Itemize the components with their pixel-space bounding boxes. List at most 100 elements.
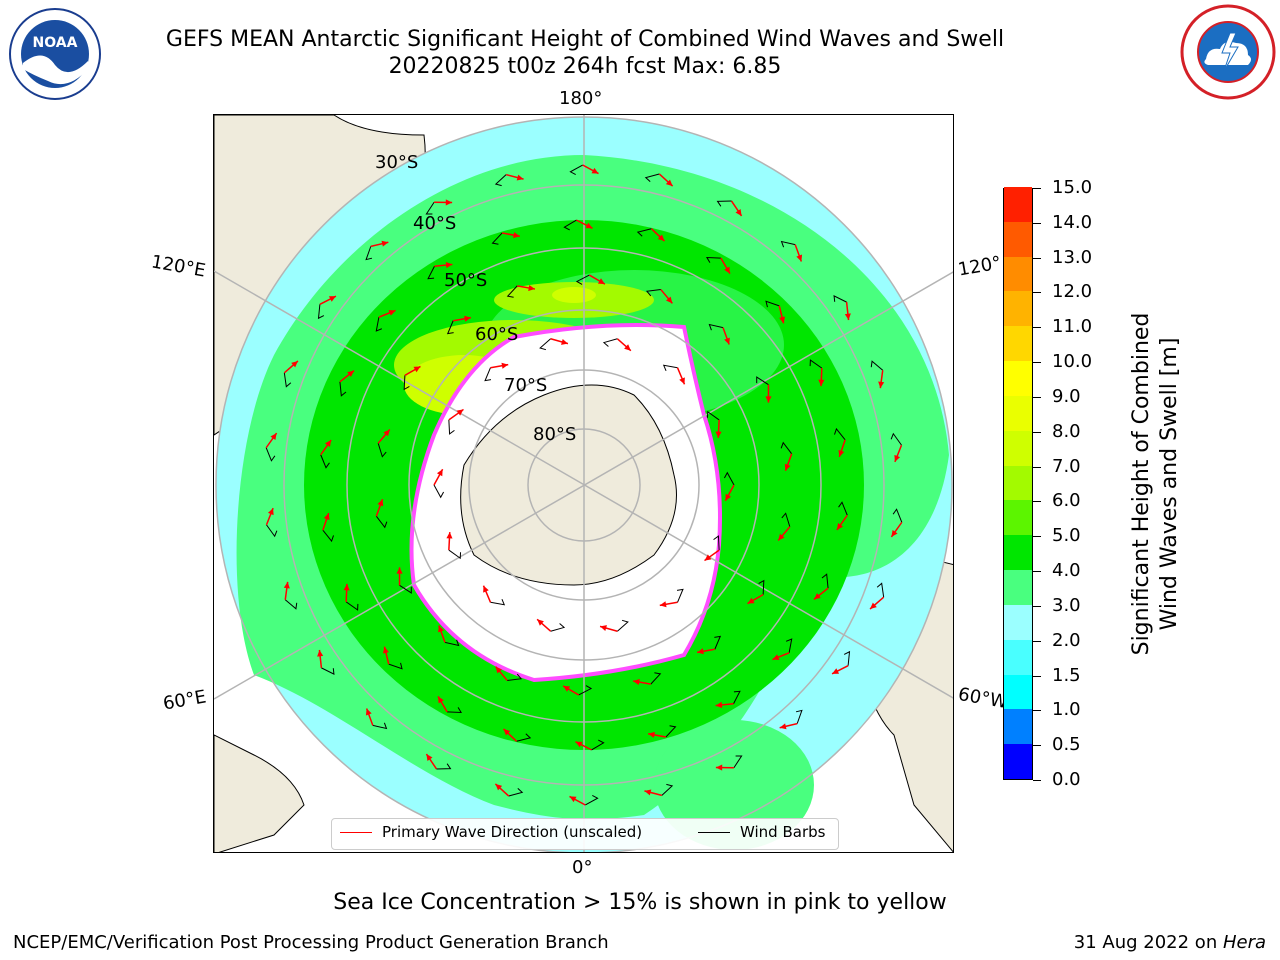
wave-arrow-head [347,370,355,377]
colorbar-segment [1004,743,1032,779]
colorbar-tick-label: 9.0 [1052,385,1081,407]
wave-arrow-head [648,731,655,738]
wave-arrow-head [495,666,503,674]
wind-barb [321,667,335,675]
wave-arrow-head [396,567,403,574]
wave-arrow-head [725,493,732,501]
wave-arrow-head [503,728,511,736]
lat-label-70s: 70°S [504,375,548,396]
colorbar-segment [1004,186,1032,222]
wave-arrow-head [644,789,652,796]
wind-barb [716,200,732,207]
wave-arrow-head [838,449,845,457]
wave-direction-arrows [265,164,903,806]
wave-arrow-head [516,174,524,181]
wind-barb [809,359,823,369]
wave-arrow-head [388,310,396,316]
lat-label-50s: 50°S [444,270,488,291]
wind-barb [491,232,503,245]
wind-barb [661,783,674,796]
wave-arrow-head [563,685,571,692]
wave-arrow-head [735,209,742,216]
colorbar-tick-label: 8.0 [1052,420,1081,442]
wind-barb [636,228,652,237]
wave-arrow-head [704,554,712,561]
wind-barb [645,289,661,297]
wave-arrow-head [784,463,791,471]
wave-arrow-head [328,296,336,302]
colorbar-tick-label: 1.5 [1052,664,1081,686]
colorbar-tick [1033,327,1041,329]
wind-barb [676,588,684,603]
wave-arrow-head [528,284,535,291]
wind-barb [617,619,629,632]
colorbar-tick-label: 5.0 [1052,525,1081,547]
wave-arrow-head [679,377,685,385]
colorbar-segment [1004,604,1032,640]
wave-arrow-head [715,431,722,438]
wind-barb [578,685,593,696]
colorbar-tick [1033,536,1041,538]
wind-barb [550,623,566,632]
wave-arrow-head [483,585,489,593]
colorbar-segment [1004,290,1032,327]
wave-arrow-head [413,366,421,373]
primary-wave-legend-label: Primary Wave Direction (unscaled) [382,823,643,841]
wind-barb [375,515,388,529]
map-legend: Primary Wave Direction (unscaled) Wind B… [331,818,839,850]
wave-arrow-head [585,222,593,229]
colorbar-segment [1004,534,1032,571]
colorbar-label: Significant Height of Combined Wind Wave… [1128,313,1184,656]
colorbar-segment [1004,569,1032,605]
wave-arrow-head [513,232,520,239]
wind-barb [733,690,741,705]
wind-barb [876,582,885,598]
wind-barb [644,173,660,183]
colorbar-segment [1004,639,1032,675]
wave-arrow-head [324,440,332,447]
wind-barb [403,375,410,391]
footer-host: Hera [1222,932,1266,953]
wind-barb [484,367,492,382]
wave-arrow-head [561,339,568,345]
lon-label-180: 180° [559,88,603,109]
colorbar-tick-label: 1.0 [1052,699,1081,721]
primary-wave-legend-swatch [340,832,372,833]
wind-barb [706,410,720,421]
colorbar-segment [1004,360,1032,396]
wind-barb [446,320,454,335]
wind-barb [447,707,462,714]
wave-arrow-head [665,179,673,187]
wind-barb [494,174,507,187]
wave-arrow-head [813,593,821,600]
wave-arrow-head [575,741,583,748]
colorbar-segment [1004,674,1032,710]
wave-arrow-head [894,454,901,462]
colorbar-segment [1004,325,1032,362]
colorbar-tick-label: 14.0 [1052,211,1093,233]
colorbar-tick-label: 10.0 [1052,351,1093,373]
wave-arrow-head [446,532,453,539]
lat-lon-grid [214,115,953,852]
wind-barb [843,650,851,666]
wave-arrow-head [438,696,444,704]
colorbar-segment [1004,499,1032,536]
wind-barb [448,549,462,560]
wave-arrow-head [501,362,509,369]
colorbar-tick [1033,571,1041,573]
wind-barb [448,419,455,435]
wave-arrow-head [870,602,877,609]
wind-barb [322,529,334,543]
lat-label-30s: 30°S [375,152,419,173]
wind-barb [345,601,359,611]
colorbar-tick-label: 15.0 [1052,177,1093,198]
wind-barb [375,317,383,332]
colorbar-tick [1033,640,1041,642]
lat-label-40s: 40°S [413,213,457,234]
wind-barb [425,201,435,215]
wind-barb [283,372,292,388]
national-weather-service-logo [1180,4,1276,100]
wind-barb [833,295,847,303]
wind-barb [708,323,724,331]
wave-arrow-head [426,754,433,761]
